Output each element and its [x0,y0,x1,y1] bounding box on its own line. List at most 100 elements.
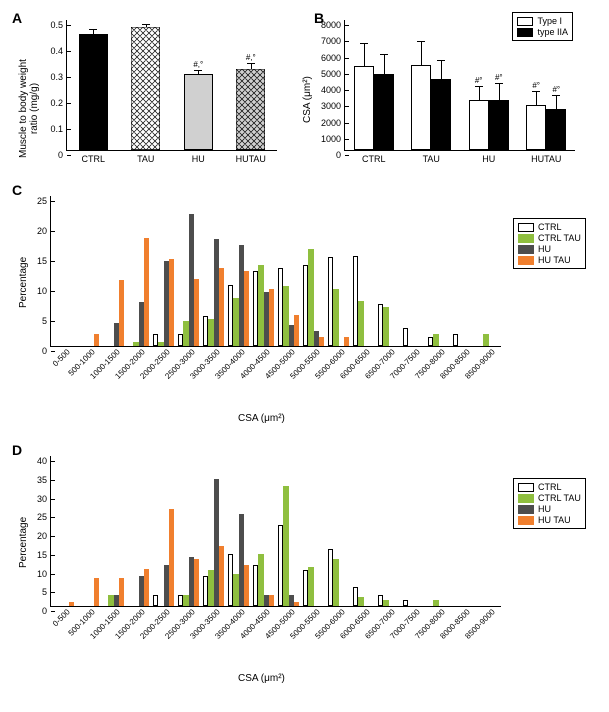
bar [469,100,489,150]
bar [184,74,213,150]
panel-d-label: D [12,442,22,458]
hist-bar [319,337,324,346]
panel-c: C Percentage 05101520250-500500-10001000… [8,178,601,438]
ytick: 10 [37,286,51,296]
ytick: 15 [37,256,51,266]
hist-bar [358,301,363,346]
bar [411,65,431,150]
legend-row: HU TAU [518,255,581,265]
hist-bar [433,600,438,606]
ytick: 35 [37,475,51,485]
panel-d-ylabel: Percentage [18,517,29,568]
legend-label: HU TAU [538,255,571,265]
hist-bar [244,271,249,346]
ytick: 10 [37,569,51,579]
hist-bar [383,600,388,606]
x-category: CTRL [362,150,386,164]
ytick: 0.4 [50,46,67,56]
legend-swatch [518,494,534,503]
ytick: 8000 [321,20,345,30]
hist-bar [283,486,288,606]
legend-swatch [518,256,534,265]
hist-bar [358,597,363,606]
legend-swatch [518,223,534,232]
ytick: 0 [42,346,51,356]
ytick: 5 [42,316,51,326]
hist-bar [219,546,224,606]
x-bin-label: 0-500 [49,346,71,368]
hist-bar [119,578,124,606]
panel-d-legend: CTRLCTRL TAUHUHU TAU [513,478,586,529]
hist-bar [194,559,199,606]
hist-bar [483,334,488,346]
bar [546,109,566,150]
legend-row: HU TAU [518,515,581,525]
x-bin-label: 0-500 [49,606,71,628]
hist-bar [403,328,408,346]
ytick: 5 [42,587,51,597]
bar [374,74,394,150]
legend-swatch [518,505,534,514]
ytick: 5000 [321,69,345,79]
hist-bar [383,307,388,346]
panel-b-ylabel: CSA (μm²) [302,76,313,123]
panel-d-xlabel: CSA (μm²) [238,673,285,684]
ytick: 20 [37,531,51,541]
x-category: TAU [423,150,440,164]
hist-bar [453,334,458,346]
x-category: TAU [137,150,154,164]
legend-swatch [518,234,534,243]
hist-bar [308,567,313,606]
sig-annotation: #° [495,73,503,82]
bar [79,34,108,150]
legend-swatch [518,483,534,492]
sig-annotation: #° [475,76,483,85]
bar [526,105,546,151]
ytick: 4000 [321,85,345,95]
legend-row: CTRL [518,222,581,232]
hist-bar [244,565,249,606]
legend-swatch [518,516,534,525]
ytick: 0 [336,150,345,160]
hist-bar [144,569,149,607]
hist-bar [169,259,174,346]
hist-bar [269,595,274,606]
bar [131,27,160,150]
x-category: HUTAU [236,150,266,164]
bar [489,100,509,150]
legend-label: HU [538,244,551,254]
x-category: HU [482,150,495,164]
legend-label: HU [538,504,551,514]
ytick: 7000 [321,36,345,46]
ytick: 0.1 [50,124,67,134]
legend-label: Type I [537,16,562,26]
ytick: 40 [37,456,51,466]
panel-b: B CSA (μm²) 0100020003000400050006000700… [296,8,596,178]
hist-bar [269,289,274,346]
ytick: 0 [42,606,51,616]
panel-a-plot: 00.10.20.30.40.5CTRLTAU#,°HU#,°HUTAU [66,20,277,151]
legend-row: CTRL TAU [518,233,581,243]
ytick: 25 [37,512,51,522]
ytick: 0.5 [50,20,67,30]
hist-bar [433,334,438,346]
x-category: HU [192,150,205,164]
hist-bar [294,315,299,346]
panel-c-plot: 05101520250-500500-10001000-15001500-200… [50,196,501,347]
panel-a: A Muscle to body weightratio (mg/g) 00.1… [8,8,288,178]
hist-bar [144,238,149,346]
ytick: 0.3 [50,72,67,82]
ytick: 2000 [321,118,345,128]
legend-label: CTRL TAU [538,493,581,503]
legend-label: HU TAU [538,515,571,525]
hist-bar [333,559,338,606]
panel-b-plot: 010002000300040005000600070008000CTRLTAU… [344,20,575,151]
ytick: 30 [37,494,51,504]
sig-annotation: #° [552,85,560,94]
bar [236,69,265,150]
ytick: 20 [37,226,51,236]
hist-bar [119,280,124,346]
legend-label: CTRL [538,482,562,492]
legend-row: CTRL [518,482,581,492]
legend-label: type IIA [537,27,568,37]
